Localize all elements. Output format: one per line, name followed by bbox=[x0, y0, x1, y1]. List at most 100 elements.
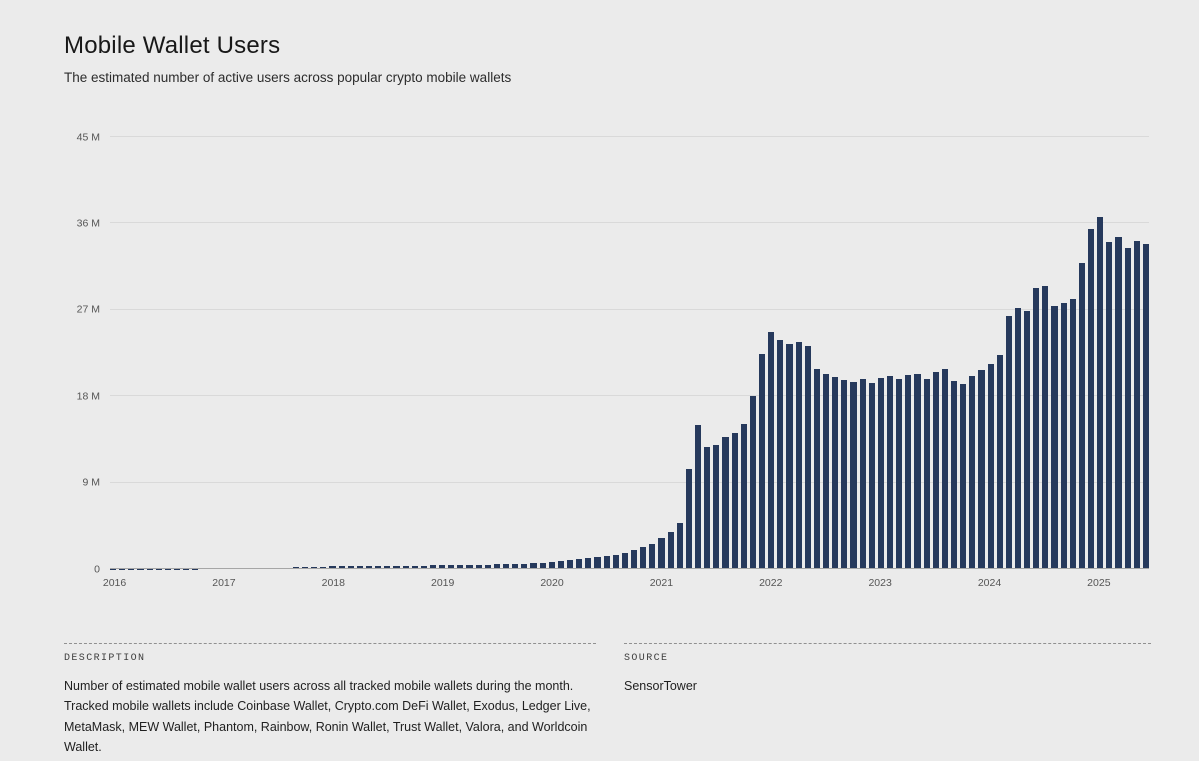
bar-2018-05 bbox=[365, 565, 373, 569]
bar-2019-05 bbox=[475, 564, 482, 569]
page-subtitle: The estimated number of active users acr… bbox=[64, 70, 512, 85]
bar-2018-08 bbox=[393, 565, 400, 569]
bar-2021-08 bbox=[722, 436, 729, 569]
bar-2021-04 bbox=[685, 469, 692, 569]
bar-2018-01 bbox=[329, 566, 336, 569]
bar-2023-10 bbox=[960, 383, 967, 569]
chart-footer: DESCRIPTION Number of estimated mobile w… bbox=[64, 643, 1151, 757]
bar-2020-07 bbox=[603, 556, 610, 569]
x-axis-label-2025: 2025 bbox=[1087, 577, 1111, 589]
x-axis-label-2019: 2019 bbox=[430, 577, 455, 589]
gridline-36m bbox=[110, 222, 1149, 224]
bar-2020-01 bbox=[548, 562, 555, 569]
bar-2023-01 bbox=[877, 377, 884, 569]
bar-2021-06 bbox=[704, 447, 711, 569]
bar-2025-02 bbox=[1106, 241, 1113, 569]
bar-2020-11 bbox=[640, 547, 647, 569]
bar-2025-04 bbox=[1124, 248, 1131, 569]
bar-2022-03 bbox=[786, 344, 793, 569]
bar-2022-06 bbox=[813, 369, 820, 569]
bar-2021-01 bbox=[658, 538, 665, 569]
x-axis-label-2020: 2020 bbox=[540, 577, 564, 589]
y-axis-label-18m: 18 M bbox=[76, 389, 100, 402]
bar-2023-04 bbox=[905, 375, 912, 569]
chart-plot-area: 0 9 M 18 M 27 M 36 M 45 M bbox=[77, 132, 1150, 574]
bar-2023-06 bbox=[923, 378, 930, 569]
gridline-27m bbox=[110, 308, 1149, 310]
x-axis-label-2017: 2017 bbox=[212, 577, 236, 589]
bar-2020-12 bbox=[649, 544, 656, 569]
bar-2019-03 bbox=[457, 565, 464, 569]
bar-2018-03 bbox=[347, 566, 354, 569]
bar-2023-05 bbox=[914, 374, 921, 569]
description-text: Number of estimated mobile wallet users … bbox=[64, 679, 591, 754]
gridline-18m bbox=[110, 395, 1149, 397]
bar-2024-03 bbox=[1005, 315, 1012, 569]
bar-2024-07 bbox=[1042, 285, 1049, 569]
bar-2021-05 bbox=[695, 425, 702, 569]
bar-2022-07 bbox=[822, 374, 830, 569]
bar-2020-02 bbox=[557, 561, 565, 569]
x-axis-label-2016: 2016 bbox=[102, 577, 127, 589]
bar-2021-03 bbox=[676, 522, 683, 569]
bar-2017-12 bbox=[320, 566, 327, 569]
bar-2019-07 bbox=[493, 564, 501, 569]
bar-2023-08 bbox=[941, 369, 948, 569]
gridline-0m bbox=[110, 568, 1149, 569]
bar-2023-09 bbox=[950, 380, 958, 569]
bar-2021-09 bbox=[731, 432, 738, 569]
bar-2025-01 bbox=[1097, 216, 1104, 569]
bar-2022-10 bbox=[850, 381, 857, 569]
bar-2018-10 bbox=[411, 565, 418, 569]
bar-2023-11 bbox=[969, 376, 976, 569]
y-axis-label-45m: 45 M bbox=[76, 130, 100, 143]
source-label: SOURCE bbox=[624, 653, 669, 664]
bar-2024-09 bbox=[1060, 303, 1067, 569]
bar-2021-10 bbox=[740, 424, 747, 569]
bar-2022-05 bbox=[804, 346, 811, 569]
x-axis-label-2024: 2024 bbox=[977, 577, 1002, 589]
bar-2024-02 bbox=[996, 354, 1003, 569]
bar-2022-08 bbox=[832, 377, 839, 569]
bar-2019-11 bbox=[530, 563, 537, 569]
bar-2021-07 bbox=[713, 445, 720, 569]
bar-2022-01 bbox=[768, 331, 775, 569]
bar-2024-12 bbox=[1088, 229, 1095, 569]
bar-2022-12 bbox=[868, 382, 875, 569]
chart-header: Mobile Wallet Users The estimated number… bbox=[64, 32, 1151, 85]
x-axis-label-2021: 2021 bbox=[649, 577, 674, 589]
bar-2021-11 bbox=[749, 396, 756, 569]
bar-2024-11 bbox=[1078, 262, 1086, 569]
bar-2020-05 bbox=[585, 558, 592, 569]
bar-2019-01 bbox=[439, 565, 446, 569]
source-text: SensorTower bbox=[624, 679, 697, 693]
bar-2018-07 bbox=[384, 565, 391, 569]
bar-2024-05 bbox=[1024, 310, 1031, 569]
y-axis-label-0m: 0 bbox=[94, 562, 100, 575]
bar-2025-03 bbox=[1115, 236, 1122, 569]
bar-2024-06 bbox=[1033, 287, 1040, 569]
x-axis-label-2018: 2018 bbox=[321, 577, 345, 589]
bar-2025-05 bbox=[1133, 240, 1140, 569]
bar-2018-11 bbox=[420, 565, 427, 569]
bar-2025-06 bbox=[1142, 243, 1150, 569]
bar-2023-03 bbox=[896, 378, 903, 569]
source-section: SOURCE SensorTower bbox=[624, 643, 1151, 757]
bar-2020-10 bbox=[631, 550, 638, 569]
bar-2020-04 bbox=[576, 559, 583, 569]
y-axis-label-27m: 27 M bbox=[76, 303, 100, 316]
gridline-9m bbox=[110, 481, 1149, 483]
bar-2018-04 bbox=[356, 566, 363, 569]
bar-2024-10 bbox=[1069, 299, 1076, 569]
x-axis: 2016 2017 2018 2019 2020 2021 2022 2023 2024 2025 bbox=[103, 577, 1149, 597]
page-title: Mobile Wallet Users bbox=[64, 32, 281, 59]
y-axis-label-9m: 9 M bbox=[82, 476, 100, 489]
bar-2022-02 bbox=[777, 339, 784, 569]
bar-2022-09 bbox=[841, 379, 848, 569]
bar-2018-02 bbox=[338, 566, 345, 569]
y-axis-label-36m: 36 M bbox=[76, 217, 100, 230]
description-label: DESCRIPTION bbox=[64, 653, 146, 664]
description-section: DESCRIPTION Number of estimated mobile w… bbox=[64, 643, 596, 757]
bar-2024-08 bbox=[1051, 305, 1058, 569]
